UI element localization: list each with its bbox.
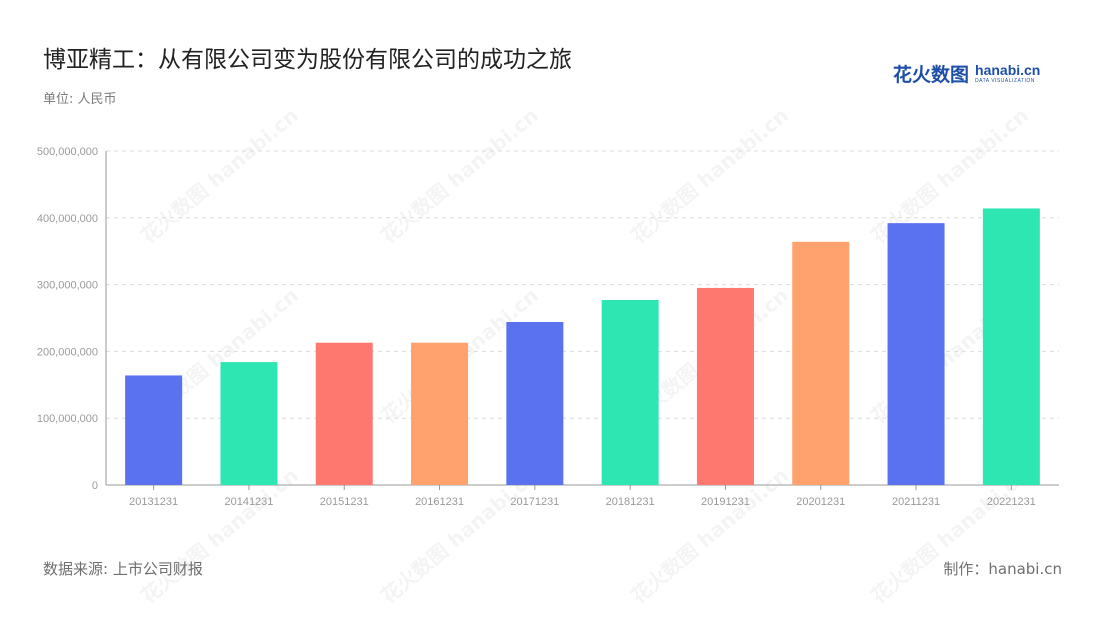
y-tick-label: 100,000,000 xyxy=(37,413,98,425)
unit-label: 单位: 人民币 xyxy=(43,92,117,107)
bar xyxy=(696,287,754,485)
x-tick-label: 20171231 xyxy=(510,496,559,508)
x-tick-label: 20221231 xyxy=(987,496,1036,508)
x-tick-label: 20131231 xyxy=(129,496,178,508)
x-tick-label: 20141231 xyxy=(224,496,273,508)
bar xyxy=(220,362,278,485)
bar xyxy=(887,223,945,486)
logo-english-block: hanabi.cn DATA VISUALIZATION xyxy=(975,63,1040,84)
logo-english-text: hanabi.cn xyxy=(975,62,1041,78)
x-tick-label: 20151231 xyxy=(320,496,369,508)
logo-chinese-text: 花火数图 xyxy=(893,64,970,86)
credit-label: 制作：hanabi.cn xyxy=(943,560,1062,578)
logo-subtitle: DATA VISUALIZATION xyxy=(975,78,1035,84)
brand-logo: 花火数图 hanabi.cn DATA VISUALIZATION xyxy=(893,60,1040,87)
bar xyxy=(315,342,373,485)
x-tick-label: 20211231 xyxy=(892,496,940,508)
y-tick-label: 300,000,000 xyxy=(37,280,98,292)
bar xyxy=(506,322,564,485)
x-tick-label: 20201231 xyxy=(796,496,845,508)
y-tick-label: 500,000,000 xyxy=(37,146,98,158)
bar xyxy=(125,375,183,485)
x-tick-label: 20161231 xyxy=(415,496,464,508)
bar xyxy=(601,299,659,485)
y-tick-label: 400,000,000 xyxy=(37,213,98,225)
bar xyxy=(982,208,1040,485)
bar xyxy=(792,241,850,485)
y-tick-label: 0 xyxy=(92,480,98,492)
bar xyxy=(411,342,469,485)
data-source-label: 数据来源: 上市公司财报 xyxy=(43,560,203,578)
x-tick-label: 20191231 xyxy=(701,496,750,508)
x-tick-label: 20181231 xyxy=(606,496,655,508)
y-tick-label: 200,000,000 xyxy=(37,346,98,358)
chart-title: 博亚精工：从有限公司变为股份有限公司的成功之旅 xyxy=(43,47,572,73)
